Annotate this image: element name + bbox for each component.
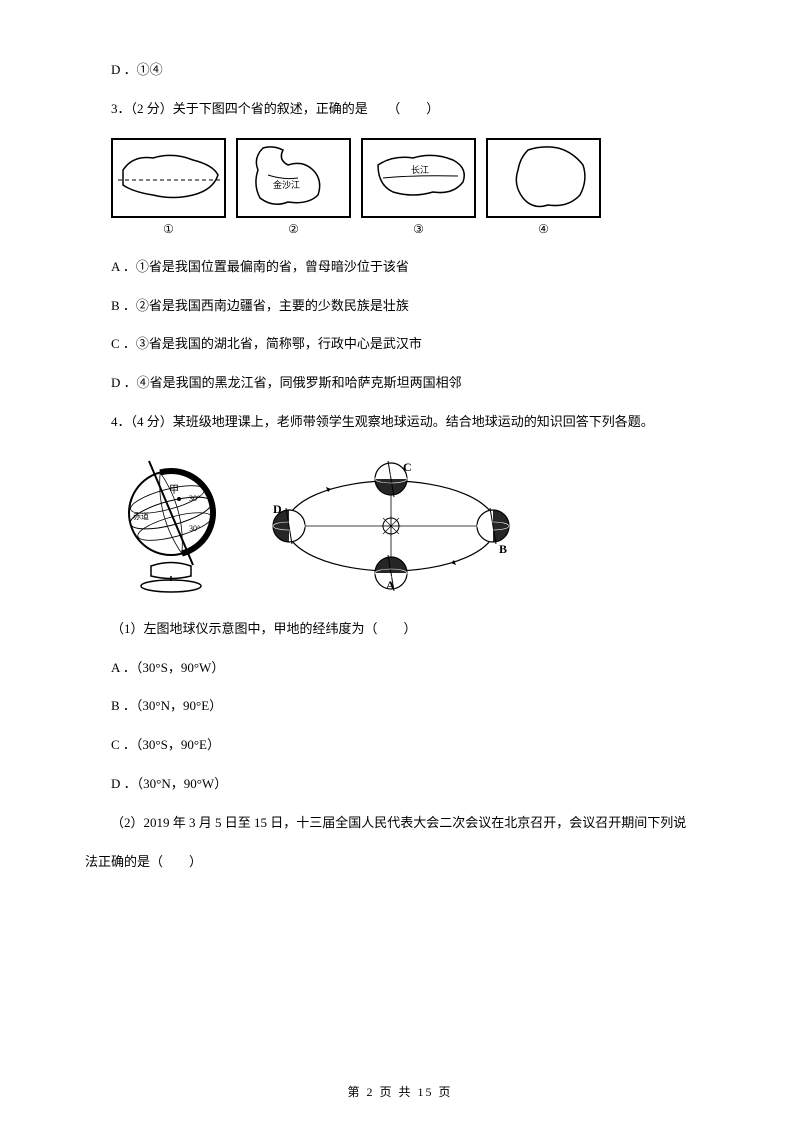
- q4-option-a: A ．（30°S，90°W）: [85, 658, 715, 679]
- q4-images: 甲 30° 30° 赤道 C B: [111, 451, 715, 601]
- province-3: 长江 ③: [361, 138, 476, 239]
- q3-option-b: B ．②省是我国西南边疆省，主要的少数民族是壮族: [85, 296, 715, 317]
- river-label-3: 长江: [411, 164, 429, 175]
- svg-text:D: D: [273, 502, 282, 516]
- q3-option-a: A ．①省是我国位置最偏南的省，曾母暗沙位于该省: [85, 257, 715, 278]
- province-1: ①: [111, 138, 226, 239]
- svg-text:甲: 甲: [169, 485, 179, 496]
- q4-sub2-line1: （2）2019 年 3 月 5 日至 15 日，十三届全国人民代表大会二次会议在…: [85, 813, 715, 834]
- svg-text:赤道: 赤道: [133, 511, 149, 521]
- q3-option-d: D ．④省是我国的黑龙江省，同俄罗斯和哈萨克斯坦两国相邻: [85, 373, 715, 394]
- q3-option-c: C ．③省是我国的湖北省，简称鄂，行政中心是武汉市: [85, 334, 715, 355]
- q2-option-d: D ．①④: [85, 60, 715, 81]
- q4-stem: 4．（4 分）某班级地理课上，老师带领学生观察地球运动。结合地球运动的知识回答下…: [85, 412, 715, 433]
- province-2-label: ②: [288, 220, 299, 239]
- svg-text:C: C: [403, 461, 412, 474]
- q4-option-b: B ．（30°N，90°E）: [85, 696, 715, 717]
- q4-option-c: C ．（30°S，90°E）: [85, 735, 715, 756]
- q4-sub2-line2: 法正确的是（ ）: [85, 852, 715, 873]
- svg-text:30°: 30°: [189, 524, 200, 533]
- svg-text:B: B: [499, 542, 507, 556]
- province-3-label: ③: [413, 220, 424, 239]
- page-footer: 第 2 页 共 15 页: [0, 1083, 800, 1102]
- province-2: 金沙江 ②: [236, 138, 351, 239]
- province-4-label: ④: [538, 220, 549, 239]
- province-1-label: ①: [163, 220, 174, 239]
- q3-province-images: ① 金沙江 ② 长江 ③ ④: [111, 138, 715, 239]
- svg-text:30°: 30°: [189, 494, 200, 503]
- river-label-2: 金沙江: [273, 179, 300, 190]
- province-4: ④: [486, 138, 601, 239]
- q3-stem: 3．（2 分）关于下图四个省的叙述，正确的是 （ ）: [85, 99, 715, 120]
- q4-option-d: D ．（30°N，90°W）: [85, 774, 715, 795]
- svg-text:A: A: [386, 578, 395, 591]
- orbit-diagram: C B A D: [271, 461, 511, 591]
- q4-sub1: （1）左图地球仪示意图中，甲地的经纬度为（ ）: [85, 619, 715, 640]
- globe-diagram: 甲 30° 30° 赤道: [111, 451, 241, 601]
